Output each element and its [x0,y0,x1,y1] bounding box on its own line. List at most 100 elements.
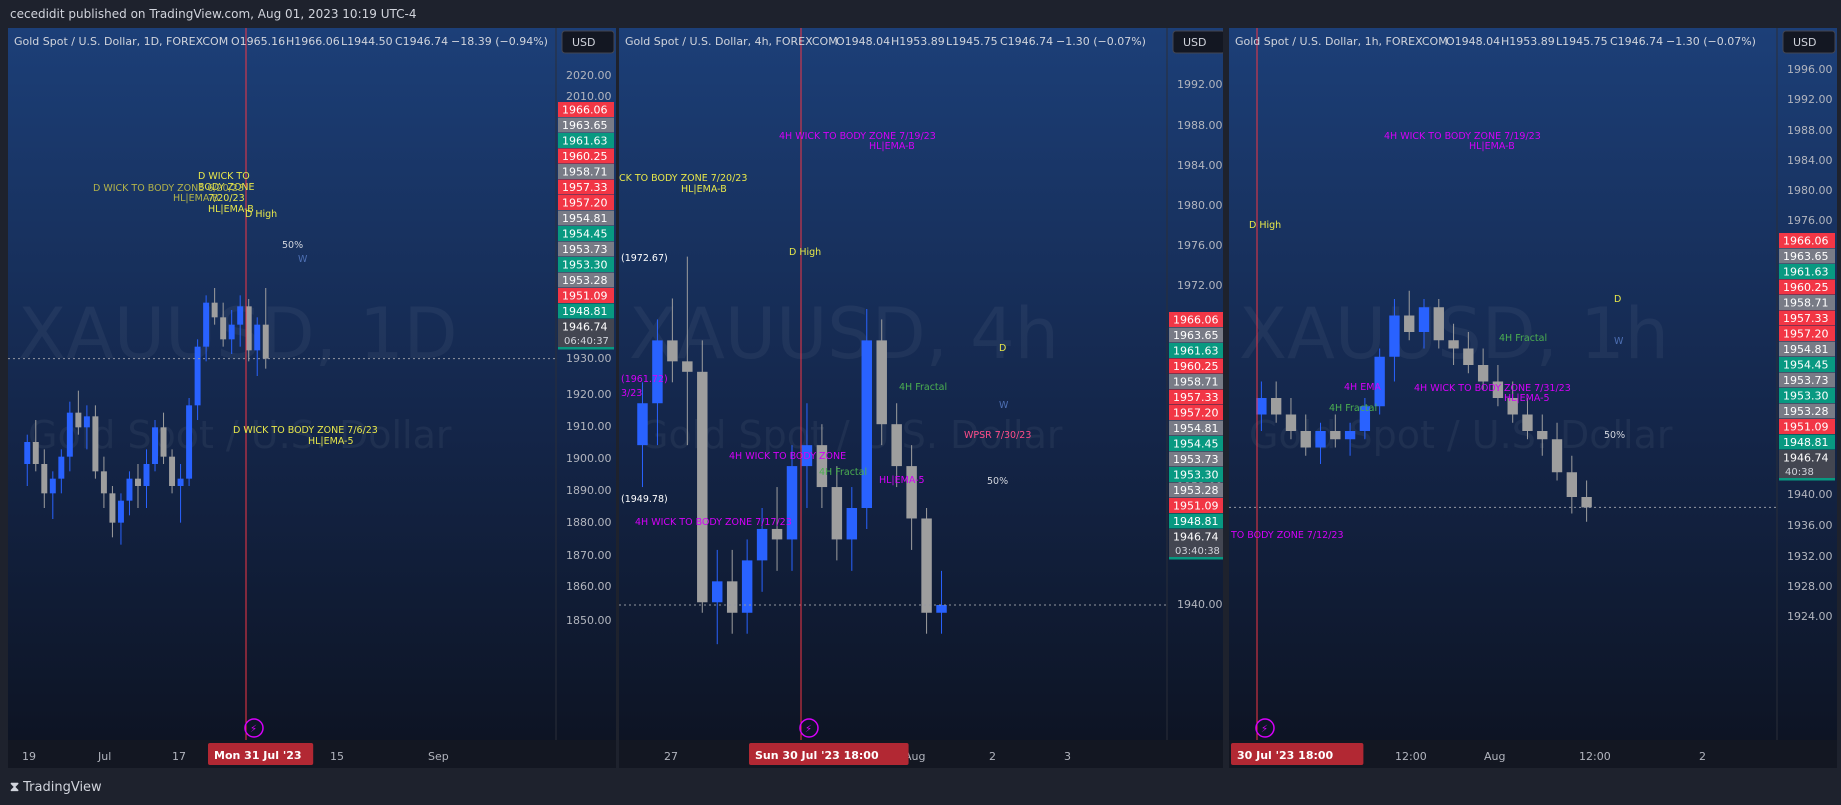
candle-body[interactable] [682,361,693,372]
candle-body[interactable] [786,466,798,540]
candle-body[interactable] [1404,315,1415,333]
candle-body[interactable] [83,416,90,428]
candle-body[interactable] [816,445,828,488]
price-badge [558,257,614,272]
candle-body[interactable] [152,427,158,464]
candle-body[interactable] [861,340,872,508]
candle-body[interactable] [177,478,184,486]
price-badge-label: 1960.25 [1173,360,1219,373]
chart-panel-1h[interactable]: XAUUSD, 1h Gold Spot / U.S. Dollar 4H WICK… [1229,28,1837,768]
candle-body[interactable] [100,471,107,494]
candle-body[interactable] [741,560,753,613]
candle-body[interactable] [1448,340,1459,349]
annotation-label: 4H WICK TO BODY ZONE 7/17/23 [635,517,792,528]
currency-button[interactable] [1782,30,1836,54]
candle-body[interactable] [652,340,663,404]
candle-body[interactable] [135,478,141,486]
candle-body[interactable] [1522,414,1533,432]
candle-body[interactable] [126,478,133,501]
currency-button[interactable] [561,30,615,54]
candle-body[interactable] [801,445,813,467]
candle-body[interactable] [921,518,932,613]
candle-body[interactable] [1374,356,1385,407]
candle-body[interactable] [1477,365,1489,382]
candle-body[interactable] [186,405,193,479]
candle-body[interactable] [1507,398,1518,415]
candle-body[interactable] [220,317,227,340]
candle-body[interactable] [637,403,648,446]
candle-body[interactable] [1359,406,1371,431]
chart-panel-4h[interactable]: XAUUSD, 4h Gold Spot / U.S. Dollar 4H WICK… [619,28,1223,768]
candle-body[interactable] [1344,431,1356,440]
candle-body[interactable] [1389,315,1400,357]
tradingview-logo-icon[interactable]: ⧗ TradingView [10,780,102,795]
candle-body[interactable] [697,371,708,603]
bolt-icon[interactable] [244,718,264,738]
watermark-symbol: XAUUSD, 1D [18,293,458,375]
chart-panel-1d[interactable]: XAUUSD, 1D Gold Spot / U.S. Dollar D WICK … [8,28,616,768]
price-badge [1169,405,1223,420]
bolt-icon[interactable] [799,718,819,738]
candle-body[interactable] [24,442,31,464]
candle-body[interactable] [66,412,73,457]
candle-body[interactable] [1315,431,1326,448]
candle-body[interactable] [1581,497,1592,508]
price-badge-label: 1966.06 [1783,235,1829,248]
candle-body[interactable] [1492,381,1504,399]
candle-body[interactable] [1300,431,1311,448]
candle-body[interactable] [49,478,56,494]
candle-body[interactable] [831,487,843,540]
candle-body[interactable] [1566,472,1577,497]
candle-body[interactable] [211,302,218,318]
watermark-name: Gold Spot / U.S. Dollar [639,413,1063,457]
candle-body[interactable] [876,340,887,425]
candle-body[interactable] [756,528,768,561]
candle-body[interactable] [1330,431,1341,440]
candle-body[interactable] [906,466,917,519]
price-tick-label: 1976.00 [1177,239,1223,252]
candle-body[interactable] [169,456,176,486]
candle-body[interactable] [1537,431,1548,440]
candle-body[interactable] [32,442,39,464]
candle-body[interactable] [41,464,48,494]
candle-body[interactable] [237,306,244,325]
candle-body[interactable] [109,493,116,523]
candle-body[interactable] [1256,398,1267,415]
candle-body[interactable] [1271,398,1282,415]
candles [24,288,269,545]
candle-body[interactable] [262,324,269,359]
candle-body[interactable] [1551,439,1563,473]
candle-body[interactable] [143,464,150,486]
annotation-label: HL|EMA-B [173,193,219,204]
candle-body[interactable] [1463,348,1474,366]
candle-body[interactable] [58,456,65,479]
time-tick-label: Sep [428,750,449,763]
candle-body[interactable] [228,324,235,340]
candle-body[interactable] [667,340,678,362]
candle-body[interactable] [771,528,783,540]
candle-body[interactable] [160,427,167,457]
candle-body[interactable] [712,581,723,603]
candle-body[interactable] [194,346,201,406]
bolt-icon[interactable] [1255,718,1275,738]
candle-body[interactable] [891,424,902,467]
candle-body[interactable] [936,605,947,613]
candle-body[interactable] [203,302,210,347]
header-symbol: Gold Spot / U.S. Dollar, 1h, FOREXCOM [1235,35,1448,48]
candle-body[interactable] [245,306,252,351]
candle-body[interactable] [254,324,261,351]
candle-body[interactable] [75,412,82,428]
candle-body[interactable] [846,508,858,540]
currency-button[interactable] [1172,30,1223,54]
candle-body[interactable] [1433,307,1444,341]
candle-body[interactable] [1418,307,1430,332]
candle-body[interactable] [117,500,124,523]
candle-body[interactable] [92,416,99,472]
candle-body[interactable] [1285,414,1297,432]
candle-body[interactable] [726,581,738,613]
price-tick-label: 1940.00 [1787,488,1833,501]
price-badge [1779,372,1835,388]
